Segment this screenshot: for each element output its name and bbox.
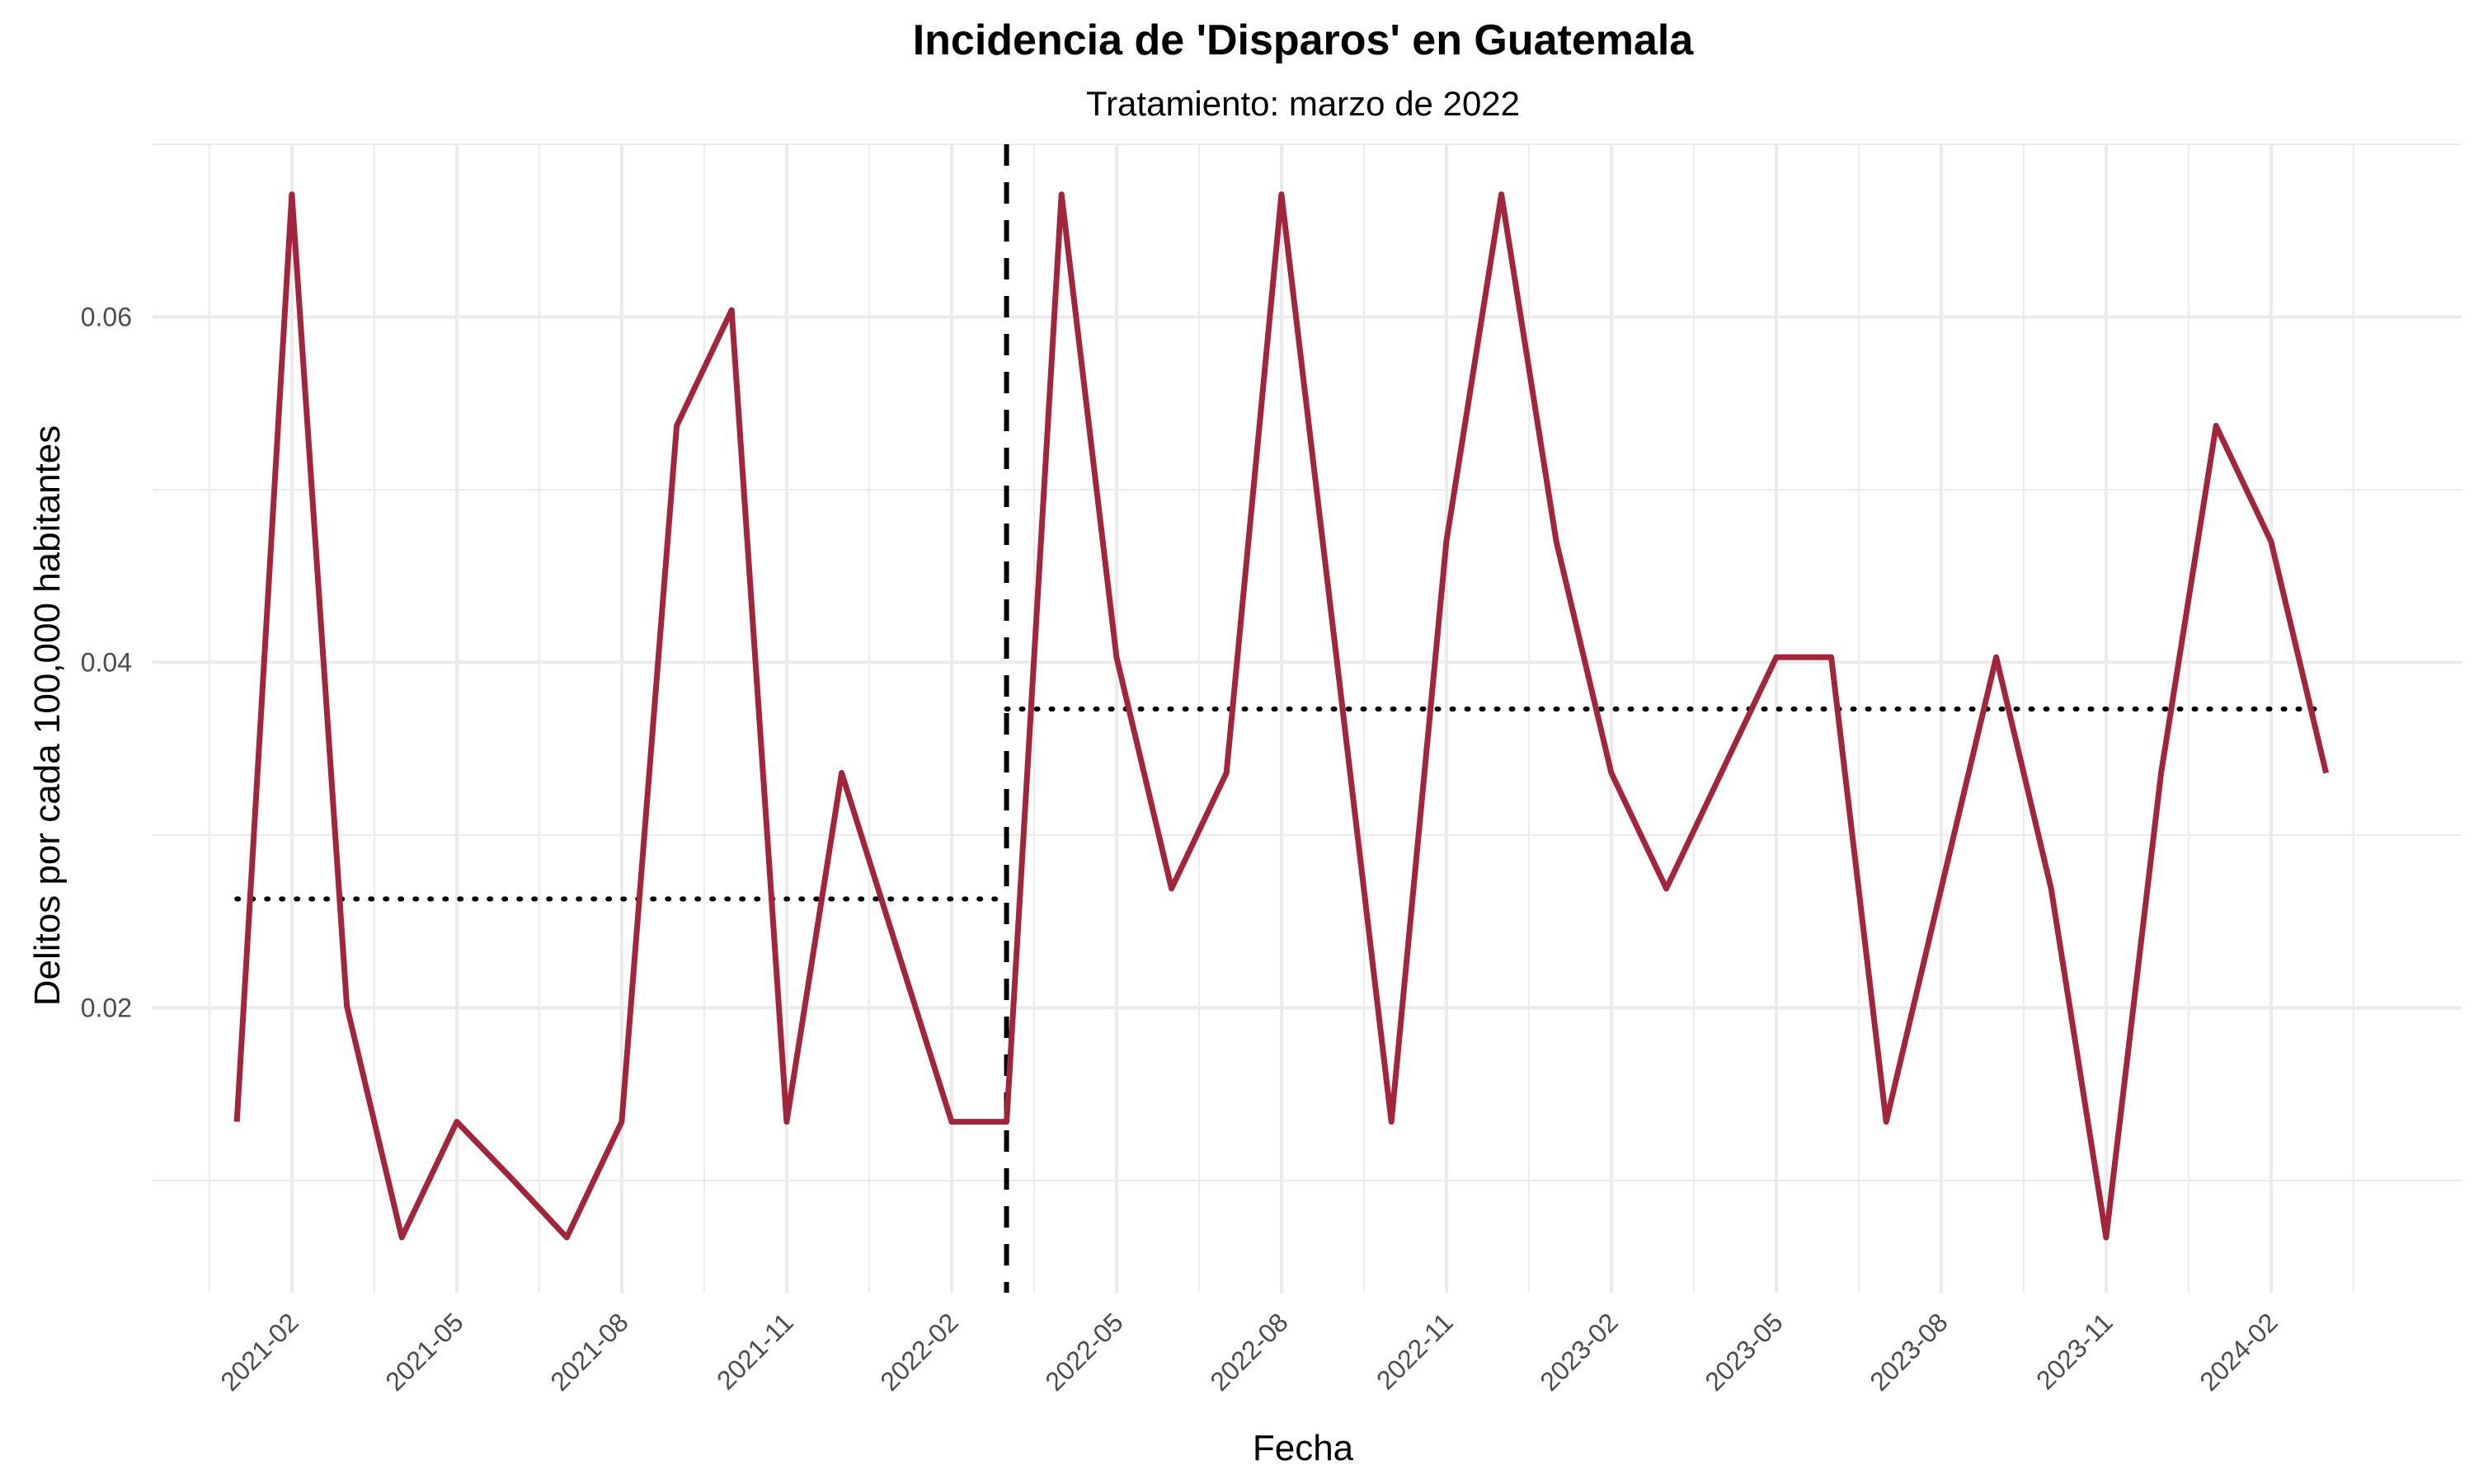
series-line bbox=[233, 191, 2330, 1241]
x-tick-label: 2023-11 bbox=[2030, 1307, 2119, 1395]
x-tick-label: 2023-08 bbox=[1864, 1307, 1953, 1396]
x-tick-label: 2022-05 bbox=[1039, 1307, 1128, 1396]
x-tick-label: 2021-11 bbox=[711, 1307, 799, 1395]
x-axis-title: Fecha bbox=[1253, 1428, 1354, 1468]
x-tick-label: 2022-02 bbox=[874, 1307, 963, 1396]
chart-subtitle: Tratamiento: marzo de 2022 bbox=[1086, 84, 1520, 123]
x-tick-label: 2021-02 bbox=[214, 1307, 303, 1396]
x-tick-label: 2022-11 bbox=[1371, 1307, 1459, 1395]
x-tick-label: 2023-02 bbox=[1534, 1307, 1623, 1396]
x-tick-label: 2021-08 bbox=[544, 1307, 633, 1396]
x-axis-tick-labels: 2021-02 2021-05 2021-08 2021-11 2022-02 2022-… bbox=[214, 1307, 2283, 1396]
x-tick-label: 2022-08 bbox=[1204, 1307, 1293, 1396]
y-axis-tick-labels: 0.02 0.04 0.06 bbox=[81, 302, 132, 1022]
series-layer bbox=[233, 191, 2330, 1241]
chart-title: Incidencia de 'Disparos' en Guatemala bbox=[913, 16, 1695, 64]
minor-gridlines bbox=[153, 143, 2462, 1293]
x-tick-label: 2024-02 bbox=[2194, 1307, 2283, 1396]
major-gridlines bbox=[153, 144, 2462, 1293]
x-tick-label: 2023-05 bbox=[1699, 1307, 1788, 1396]
y-tick-label: 0.02 bbox=[81, 993, 132, 1022]
x-tick-label: 2021-05 bbox=[379, 1307, 468, 1396]
mean-lines bbox=[234, 706, 2329, 902]
y-axis-title: Delitos por cada 100,000 habitantes bbox=[27, 425, 68, 1007]
y-tick-label: 0.06 bbox=[81, 302, 132, 331]
y-tick-label: 0.04 bbox=[81, 647, 132, 677]
